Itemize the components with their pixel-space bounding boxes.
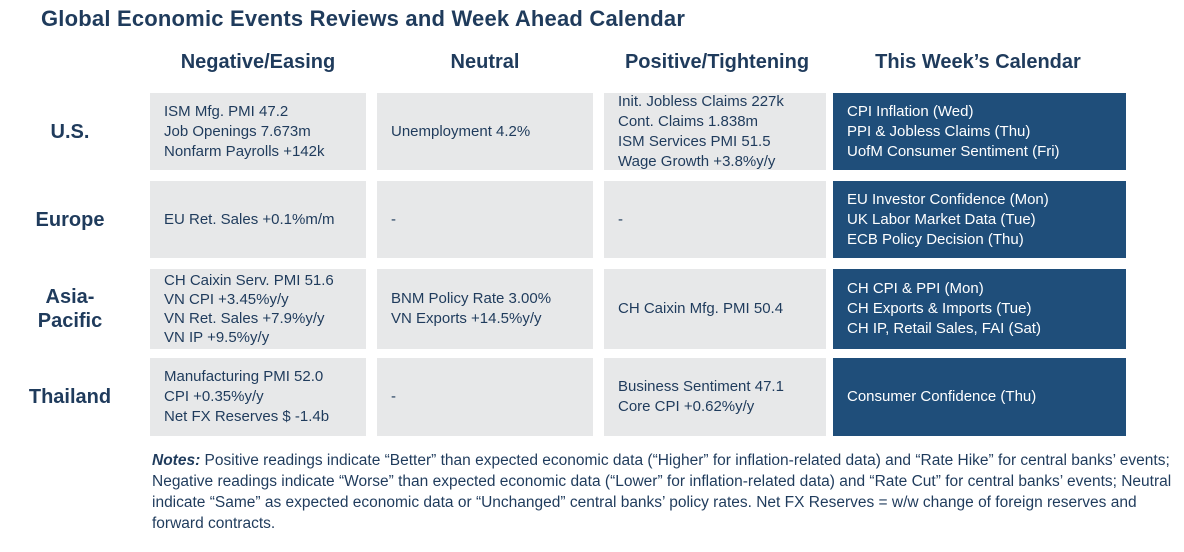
event-item: Job Openings 7.673m (164, 122, 311, 140)
event-item: CH Caixin Mfg. PMI 50.4 (618, 300, 784, 317)
row-label-text: U.S. (50, 120, 90, 143)
cell-europe-negative: EU Ret. Sales +0.1%m/m (150, 181, 366, 258)
cell-thailand-calendar: Consumer Confidence (Thu) (833, 358, 1126, 436)
event-item: Nonfarm Payrolls +142k (164, 142, 325, 160)
column-header-positive: Positive/Tightening (624, 51, 810, 73)
event-item: CH Caixin Serv. PMI 51.6 (164, 272, 334, 289)
event-item: Unemployment 4.2% (391, 122, 531, 140)
event-item: Cont. Claims 1.838m (618, 112, 759, 130)
calendar-item: CH Exports & Imports (Tue) (847, 300, 1032, 317)
event-item: - (618, 210, 623, 228)
row-label-europe: Europe (10, 181, 130, 258)
cell-europe-positive: - (604, 181, 826, 258)
event-item: VN Exports +14.5%y/y (391, 310, 542, 327)
cell-europe-neutral: - (377, 181, 593, 258)
row-label-text: Europe (35, 208, 105, 231)
event-item: BNM Policy Rate 3.00% (391, 290, 552, 307)
event-item: Business Sentiment 47.1 (618, 378, 784, 395)
cell-asia-pacific-neutral: BNM Policy Rate 3.00% VN Exports +14.5%y… (377, 269, 593, 349)
column-header-negative: Negative/Easing (180, 51, 336, 73)
cell-us-neutral: Unemployment 4.2% (377, 93, 593, 170)
page-title: Global Economic Events Reviews and Week … (41, 6, 686, 31)
event-item: VN IP +9.5%y/y (164, 329, 270, 346)
calendar-item: PPI & Jobless Claims (Thu) (847, 122, 1031, 140)
row-label-us: U.S. (10, 93, 130, 170)
event-item: Net FX Reserves $ -1.4b (164, 408, 330, 425)
calendar-item: UofM Consumer Sentiment (Fri) (847, 142, 1060, 160)
cell-thailand-negative: Manufacturing PMI 52.0 CPI +0.35%y/y Net… (150, 358, 366, 436)
cell-europe-calendar: EU Investor Confidence (Mon) UK Labor Ma… (833, 181, 1126, 258)
event-item: VN Ret. Sales +7.9%y/y (164, 310, 325, 327)
notes: Notes: Positive readings indicate “Bette… (152, 450, 1172, 534)
cell-asia-pacific-positive: CH Caixin Mfg. PMI 50.4 (604, 269, 826, 349)
event-item: VN CPI +3.45%y/y (164, 291, 289, 308)
calendar-item: Consumer Confidence (Thu) (847, 388, 1037, 405)
cell-us-negative: ISM Mfg. PMI 47.2 Job Openings 7.673m No… (150, 93, 366, 170)
cell-us-positive: Init. Jobless Claims 227k Cont. Claims 1… (604, 93, 826, 170)
column-header-calendar: This Week’s Calendar (875, 51, 1081, 73)
calendar-item: UK Labor Market Data (Tue) (847, 210, 1036, 228)
cell-asia-pacific-negative: CH Caixin Serv. PMI 51.6 VN CPI +3.45%y/… (150, 269, 366, 349)
event-item: - (391, 210, 396, 228)
row-label-asia-pacific: Asia- Pacific (10, 269, 130, 349)
cell-us-calendar: CPI Inflation (Wed) PPI & Jobless Claims… (833, 93, 1126, 170)
row-label-text: Asia- (45, 286, 95, 308)
calendar-item: CH CPI & PPI (Mon) (847, 280, 984, 297)
calendar-item: EU Investor Confidence (Mon) (847, 190, 1049, 208)
event-item: Wage Growth +3.8%y/y (618, 152, 776, 170)
event-item: Core CPI +0.62%y/y (618, 398, 755, 415)
column-header-neutral: Neutral (450, 51, 520, 73)
event-item: - (391, 388, 396, 405)
row-label-text: Thailand (28, 386, 112, 408)
event-item: Init. Jobless Claims 227k (618, 92, 784, 110)
cell-thailand-neutral: - (377, 358, 593, 436)
event-item: ISM Mfg. PMI 47.2 (164, 102, 289, 120)
calendar-item: CH IP, Retail Sales, FAI (Sat) (847, 320, 1041, 337)
notes-label: Notes: (152, 452, 201, 469)
calendar-item: ECB Policy Decision (Thu) (847, 230, 1024, 248)
row-label-thailand: Thailand (10, 358, 130, 436)
event-item: ISM Services PMI 51.5 (618, 132, 771, 150)
row-label-text: Pacific (37, 310, 103, 332)
event-item: Manufacturing PMI 52.0 (164, 368, 324, 385)
notes-text: Positive readings indicate “Better” than… (152, 452, 1172, 532)
cell-thailand-positive: Business Sentiment 47.1 Core CPI +0.62%y… (604, 358, 826, 436)
event-item: CPI +0.35%y/y (164, 388, 264, 405)
cell-asia-pacific-calendar: CH CPI & PPI (Mon) CH Exports & Imports … (833, 269, 1126, 349)
event-item: EU Ret. Sales +0.1%m/m (164, 210, 335, 228)
calendar-item: CPI Inflation (Wed) (847, 102, 974, 120)
